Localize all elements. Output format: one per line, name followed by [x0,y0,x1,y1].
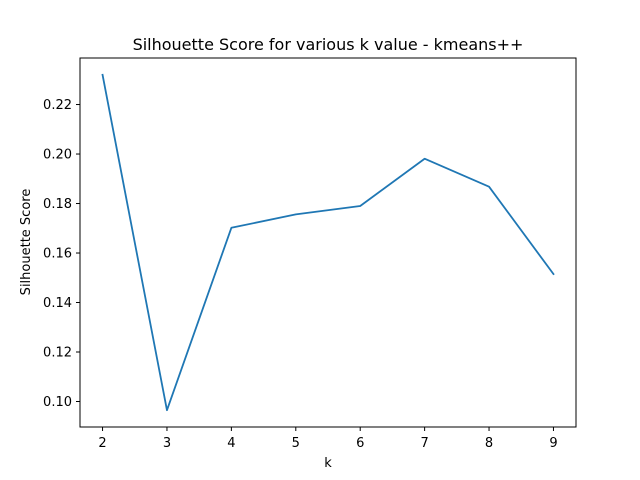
x-axis-ticks: 2 3 4 5 6 7 8 9 [98,427,558,451]
y-tick-label: 0.16 [43,247,72,262]
y-tick-label: 0.14 [43,296,72,311]
series-layer [101,73,555,412]
y-axis-label: Silhouette Score [19,189,34,296]
data-point [231,227,233,229]
chart-title: Silhouette Score for various k value - k… [133,35,524,54]
axes-frame [79,57,577,428]
data-point [166,409,168,411]
data-point [295,214,297,216]
x-tick-label: 9 [549,436,557,451]
data-point [553,273,555,275]
y-tick-label: 0.10 [43,395,72,410]
x-tick-label: 8 [485,436,493,451]
data-point [488,186,490,188]
y-axis-ticks: 0.10 0.12 0.14 0.16 0.18 0.20 0.22 [43,98,80,410]
data-point [102,74,104,76]
x-tick-label: 6 [356,436,364,451]
x-tick-label: 2 [98,436,106,451]
y-tick-label: 0.18 [43,197,72,212]
y-tick-label: 0.20 [43,148,72,163]
x-tick-label: 4 [227,436,235,451]
series-line [101,73,555,412]
x-axis-label: k [324,456,332,471]
data-point [424,158,426,160]
x-tick-label: 3 [163,436,171,451]
y-tick-label: 0.22 [43,98,72,113]
x-tick-label: 7 [420,436,428,451]
x-tick-label: 5 [292,436,300,451]
plot-area: 2 3 4 5 6 7 8 9 0.10 0.12 0.14 0.16 0.18 0.20 0.22 [43,57,577,451]
data-point [359,205,361,207]
y-tick-label: 0.12 [43,346,72,361]
